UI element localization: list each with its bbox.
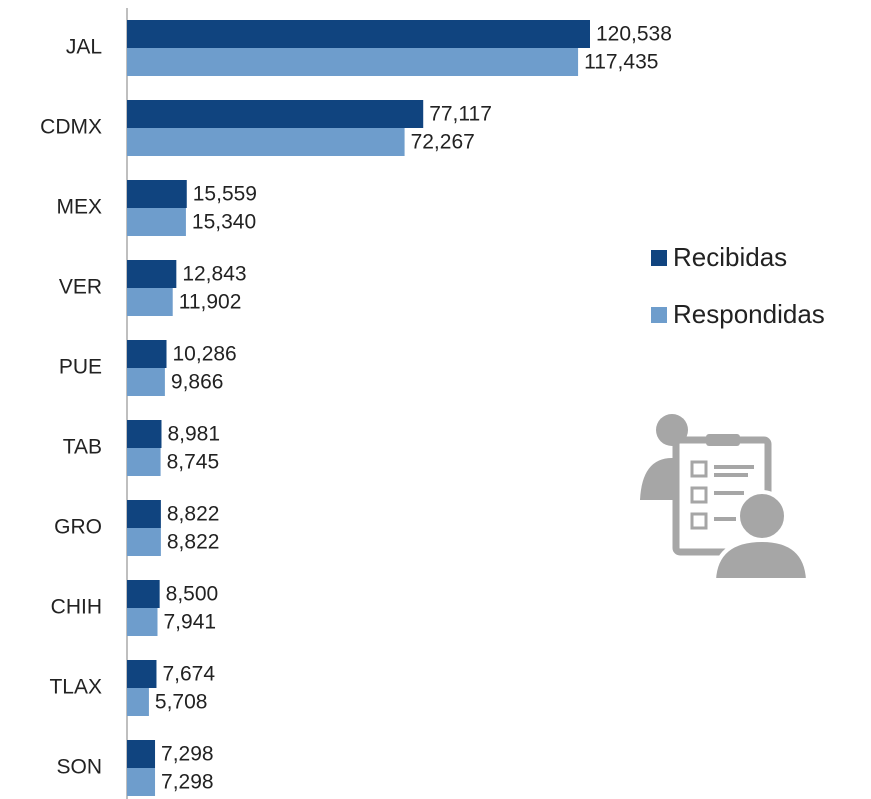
value-label: 8,822 — [167, 503, 220, 526]
value-label: 5,708 — [155, 691, 208, 714]
bar — [127, 420, 162, 448]
value-label: 15,559 — [193, 183, 257, 206]
bar — [127, 48, 579, 76]
bar — [127, 368, 165, 396]
value-label: 7,298 — [161, 743, 214, 766]
y-tick-label: CDMX — [40, 116, 102, 139]
bar — [127, 340, 167, 368]
value-label: 11,902 — [179, 291, 242, 314]
value-label: 7,298 — [161, 771, 214, 794]
value-label: 77,117 — [429, 103, 492, 126]
bar — [127, 740, 156, 768]
legend-label: Respondidas — [673, 299, 825, 329]
bar — [127, 128, 405, 156]
y-tick-label: MEX — [56, 196, 102, 219]
value-label: 9,866 — [171, 371, 224, 394]
y-tick-label: SON — [56, 756, 102, 779]
bar — [127, 608, 158, 636]
bar — [127, 288, 173, 316]
bar — [127, 100, 424, 128]
y-tick-label: PUE — [59, 356, 102, 379]
bar — [127, 500, 161, 528]
bar — [127, 688, 149, 716]
y-tick-label: VER — [59, 276, 102, 299]
bar — [127, 180, 187, 208]
bar — [127, 660, 157, 688]
legend-label: Recibidas — [673, 242, 787, 272]
y-tick-label: TAB — [63, 436, 102, 459]
y-tick-label: GRO — [54, 516, 102, 539]
value-label: 8,981 — [167, 423, 220, 446]
bar — [127, 20, 590, 48]
value-label: 8,745 — [167, 451, 220, 474]
value-label: 120,538 — [596, 23, 672, 46]
y-tick-label: TLAX — [49, 676, 102, 699]
value-label: 10,286 — [173, 343, 237, 366]
value-label: 7,941 — [164, 611, 217, 634]
value-label: 12,843 — [182, 263, 246, 286]
y-tick-label: JAL — [66, 36, 102, 59]
survey-icon — [640, 414, 811, 582]
value-label: 15,340 — [192, 211, 256, 234]
bar — [127, 260, 177, 288]
value-label: 117,435 — [584, 51, 658, 74]
bar — [127, 208, 186, 236]
value-label: 72,267 — [411, 131, 475, 154]
y-tick-label: CHIH — [51, 596, 102, 619]
value-label: 8,822 — [167, 531, 220, 554]
value-label: 7,674 — [162, 663, 215, 686]
bar — [127, 528, 161, 556]
legend-swatch — [651, 250, 667, 266]
value-label: 8,500 — [166, 583, 219, 606]
bar — [127, 580, 160, 608]
bar — [127, 768, 156, 796]
legend-swatch — [651, 307, 667, 323]
bar — [127, 448, 161, 476]
